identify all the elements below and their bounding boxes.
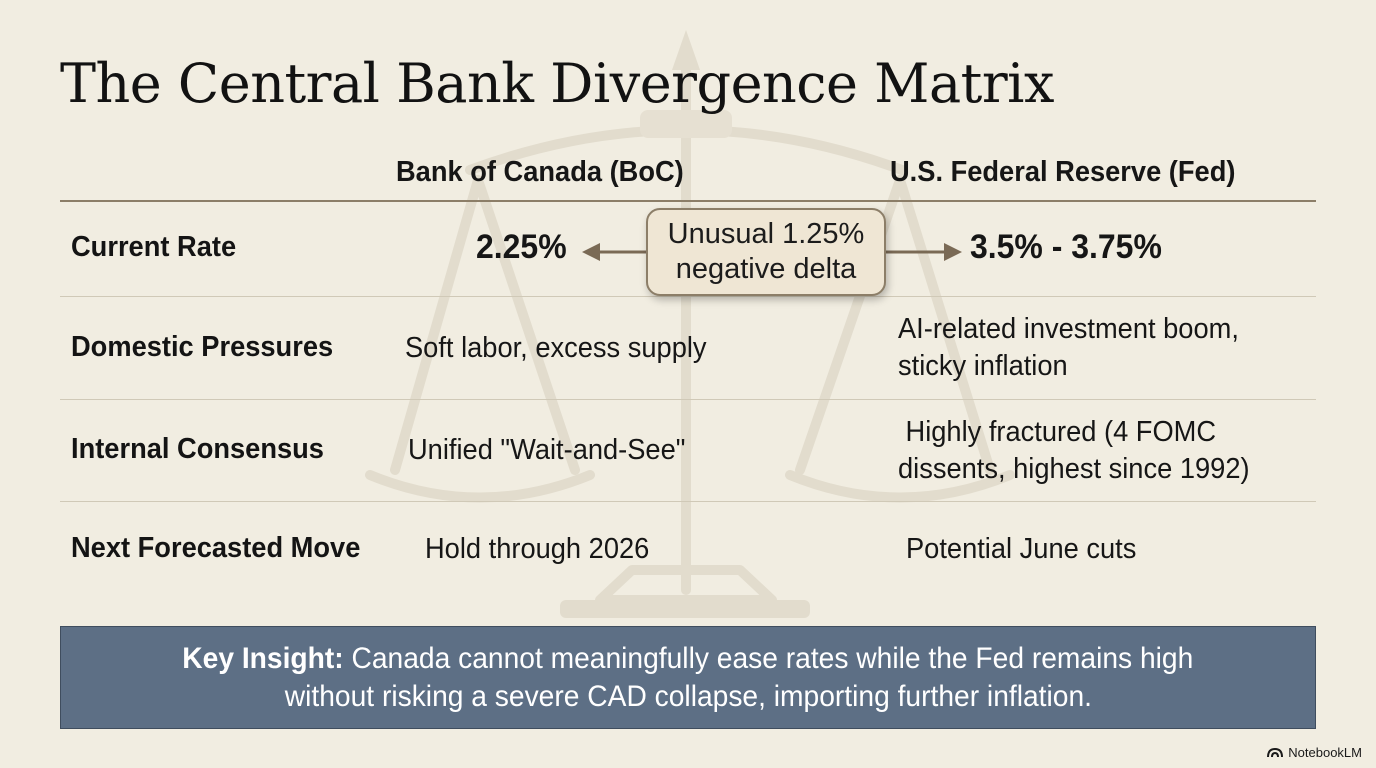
- notebooklm-logo-icon: [1267, 747, 1284, 758]
- fed-internal-consensus: Highly fractured (4 FOMC dissents, highe…: [898, 414, 1250, 488]
- fed-current-rate: 3.5% - 3.75%: [970, 228, 1162, 266]
- column-header-fed: U.S. Federal Reserve (Fed): [890, 156, 1236, 188]
- brand-name: NotebookLM: [1288, 745, 1362, 760]
- fed-domestic-line-1: AI-related investment boom,: [898, 313, 1239, 345]
- page-title: The Central Bank Divergence Matrix: [60, 52, 1054, 115]
- row-divider: [60, 399, 1316, 400]
- key-insight-text-1: Canada cannot meaningfully ease rates wh…: [343, 641, 1194, 675]
- column-header-boc: Bank of Canada (BoC): [396, 156, 684, 188]
- delta-line-1: Unusual 1.25%: [667, 218, 865, 250]
- key-insight-line-2: without risking a severe CAD collapse, i…: [284, 679, 1092, 713]
- delta-callout: Unusual 1.25% negative delta: [646, 208, 886, 296]
- row-label-next-forecasted-move: Next Forecasted Move: [71, 532, 361, 564]
- row-divider: [60, 501, 1316, 502]
- boc-internal-consensus: Unified "Wait-and-See": [408, 434, 686, 466]
- brand-mark: NotebookLM: [1267, 745, 1362, 760]
- boc-next-move: Hold through 2026: [425, 533, 650, 565]
- key-insight-lead: Key Insight:: [182, 641, 344, 675]
- fed-next-move: Potential June cuts: [906, 533, 1137, 565]
- row-label-domestic-pressures: Domestic Pressures: [71, 331, 334, 363]
- fed-domestic-line-2: sticky inflation: [898, 350, 1068, 382]
- boc-domestic-pressures: Soft labor, excess supply: [405, 332, 707, 364]
- key-insight-banner: Key Insight: Canada cannot meaningfully …: [60, 626, 1316, 729]
- delta-line-2: negative delta: [675, 253, 857, 285]
- key-insight-line-1: Key Insight: Canada cannot meaningfully …: [182, 640, 1193, 678]
- row-label-internal-consensus: Internal Consensus: [71, 433, 324, 465]
- fed-consensus-line-2: dissents, highest since 1992): [898, 453, 1250, 485]
- row-label-current-rate: Current Rate: [71, 231, 237, 263]
- fed-consensus-line-1: Highly fractured (4 FOMC: [905, 416, 1217, 448]
- header-divider: [60, 200, 1316, 202]
- boc-current-rate: 2.25%: [476, 228, 567, 266]
- row-divider: [60, 296, 1316, 297]
- fed-domestic-pressures: AI-related investment boom, sticky infla…: [898, 311, 1239, 385]
